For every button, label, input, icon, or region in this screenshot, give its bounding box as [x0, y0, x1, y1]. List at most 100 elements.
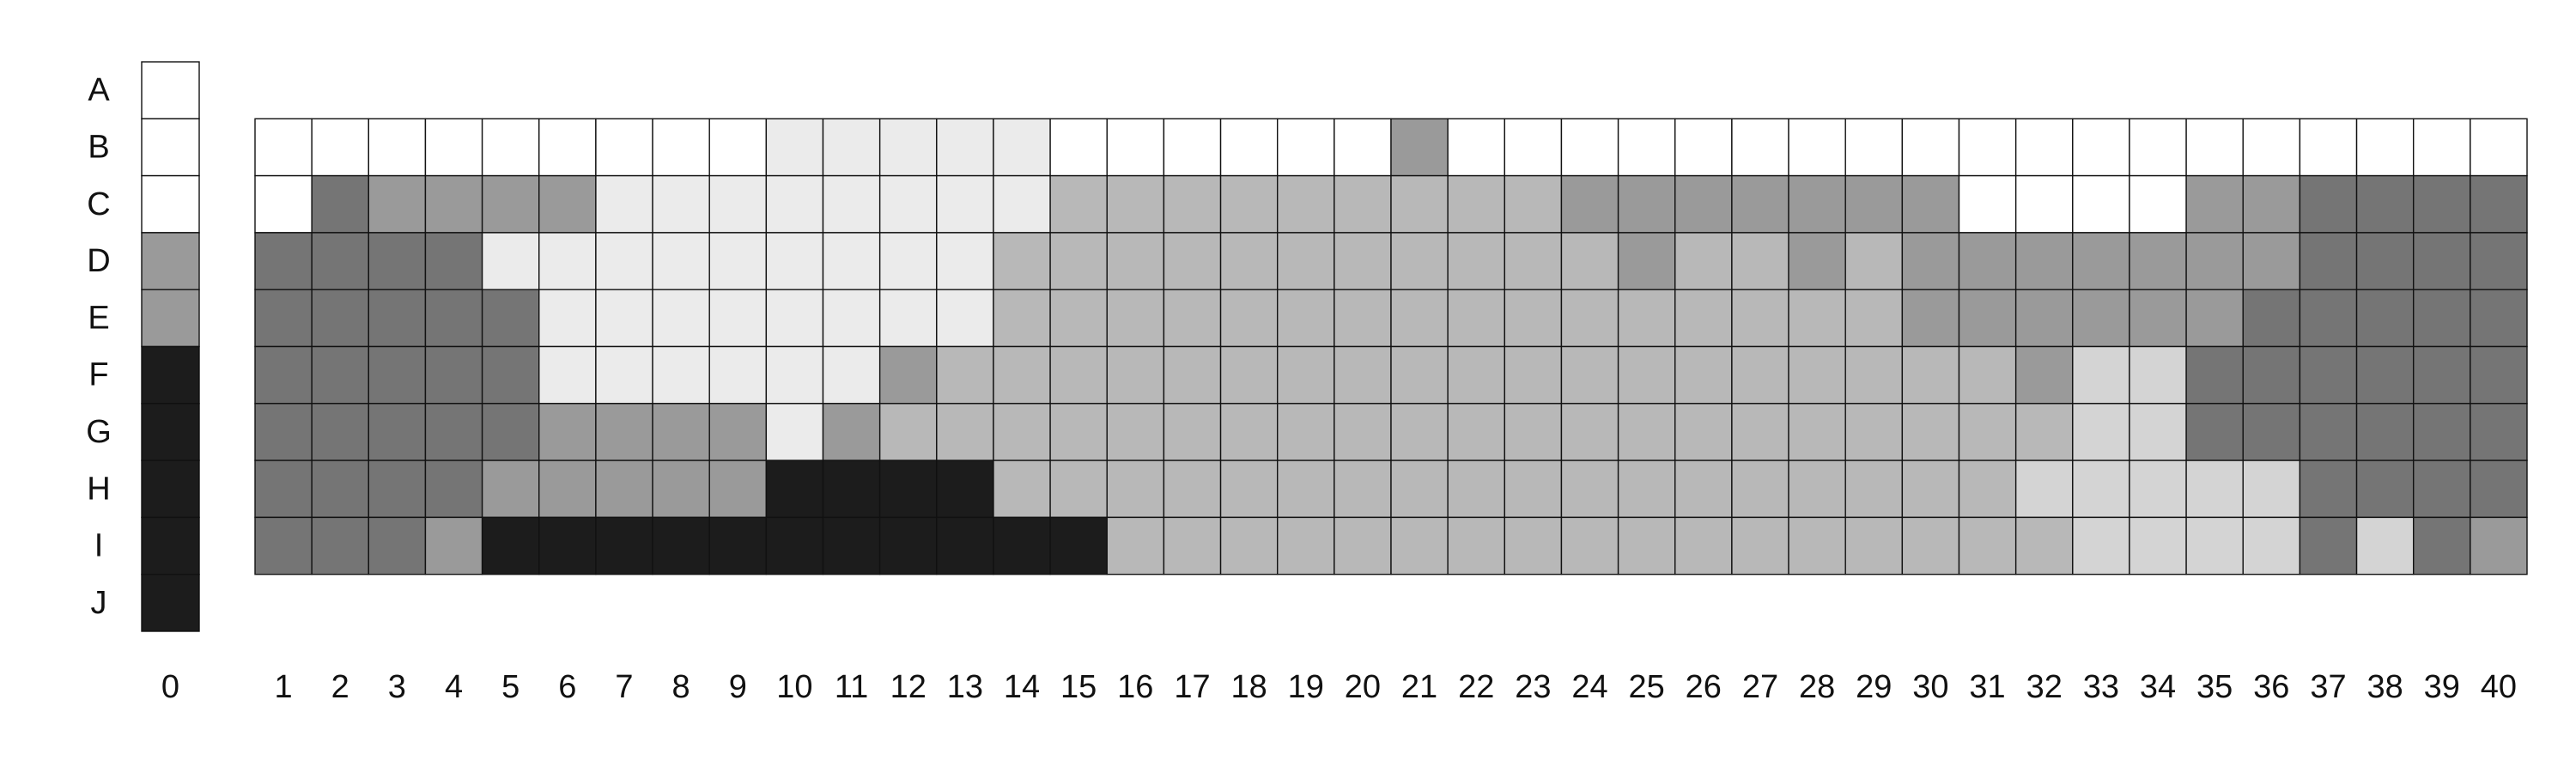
- grid-cell-h-18: [1219, 460, 1279, 519]
- scale-column: [141, 61, 200, 632]
- grid-cell-c-6: [538, 174, 597, 234]
- grid-cell-e-10: [765, 289, 824, 348]
- grid-cell-h-17: [1163, 460, 1222, 519]
- grid-cell-f-27: [1731, 345, 1789, 405]
- grid-cell-c-4: [424, 174, 483, 234]
- grid-cell-i-23: [1504, 516, 1563, 575]
- grid-cell-d-6: [538, 232, 597, 290]
- grid-cell-d-8: [652, 232, 710, 290]
- grid-cell-i-4: [424, 516, 483, 575]
- grid-cell-h-21: [1390, 460, 1449, 519]
- grid-cell-e-29: [1844, 289, 1904, 348]
- grid-cell-d-16: [1106, 232, 1165, 290]
- grid-cell-f-17: [1163, 345, 1222, 405]
- grid-cell-d-31: [1958, 232, 2017, 290]
- grid-cell-f-32: [2014, 345, 2074, 405]
- grid-cell-b-24: [1560, 118, 1619, 177]
- grid-cell-b-6: [538, 118, 597, 177]
- grid-cell-f-6: [538, 345, 597, 405]
- grid-cell-c-2: [311, 174, 369, 234]
- grid-cell-e-40: [2470, 289, 2528, 348]
- grid-cell-b-33: [2072, 118, 2130, 177]
- grid-cell-g-23: [1504, 403, 1563, 461]
- grid-cell-g-13: [936, 403, 994, 461]
- grid-cell-d-23: [1504, 232, 1563, 290]
- grid-cell-c-25: [1617, 174, 1676, 234]
- grid-cell-c-10: [765, 174, 824, 234]
- column-label-10: 10: [776, 669, 812, 705]
- grid-cell-c-28: [1788, 174, 1846, 234]
- grid-cell-d-28: [1788, 232, 1846, 290]
- column-label-24: 24: [1571, 669, 1607, 705]
- grid-cell-e-6: [538, 289, 597, 348]
- grid-cell-b-30: [1901, 118, 1960, 177]
- grid-cell-b-26: [1674, 118, 1733, 177]
- grid-cell-e-1: [254, 289, 313, 348]
- grid-cell-d-38: [2355, 232, 2415, 290]
- grid-cell-f-40: [2470, 345, 2528, 405]
- grid-cell-e-37: [2299, 289, 2358, 348]
- grid-cell-f-7: [595, 345, 653, 405]
- grid-cell-g-40: [2470, 403, 2528, 461]
- column-label-28: 28: [1799, 669, 1835, 705]
- column-label-26: 26: [1686, 669, 1722, 705]
- grid-cell-f-19: [1276, 345, 1335, 405]
- grid-cell-c-17: [1163, 174, 1222, 234]
- grid-cell-b-29: [1844, 118, 1904, 177]
- grid-cell-e-15: [1049, 289, 1108, 348]
- grid-cell-g-36: [2242, 403, 2301, 461]
- grid-cell-g-21: [1390, 403, 1449, 461]
- grid-cell-i-38: [2355, 516, 2415, 575]
- grid-cell-i-19: [1276, 516, 1335, 575]
- grid-cell-d-4: [424, 232, 483, 290]
- grid-cell-d-14: [993, 232, 1051, 290]
- grid-cell-g-24: [1560, 403, 1619, 461]
- column-label-38: 38: [2366, 669, 2403, 705]
- grid-cell-e-33: [2072, 289, 2130, 348]
- grid-cell-h-30: [1901, 460, 1960, 519]
- grid-cell-h-11: [822, 460, 881, 519]
- column-label-23: 23: [1515, 669, 1551, 705]
- grid-cell-h-16: [1106, 460, 1165, 519]
- grid-cell-c-21: [1390, 174, 1449, 234]
- grid-cell-i-30: [1901, 516, 1960, 575]
- grid-cell-c-12: [878, 174, 938, 234]
- grid-cell-g-6: [538, 403, 597, 461]
- grid-cell-i-6: [538, 516, 597, 575]
- grid-cell-h-19: [1276, 460, 1335, 519]
- column-label-5: 5: [501, 669, 519, 705]
- grid-cell-d-27: [1731, 232, 1789, 290]
- grid-cell-c-9: [708, 174, 768, 234]
- grid-cell-e-24: [1560, 289, 1619, 348]
- grid-cell-i-2: [311, 516, 369, 575]
- grid-cell-i-37: [2299, 516, 2358, 575]
- grid-cell-g-25: [1617, 403, 1676, 461]
- grid-cell-d-1: [254, 232, 313, 290]
- grid-cell-e-36: [2242, 289, 2301, 348]
- scale-cell-g: [141, 403, 200, 461]
- scale-cell-e: [141, 289, 200, 348]
- grid-cell-h-33: [2072, 460, 2130, 519]
- grid-cell-i-8: [652, 516, 710, 575]
- grid-cell-d-20: [1334, 232, 1392, 290]
- column-label-13: 13: [947, 669, 983, 705]
- grid-cell-e-23: [1504, 289, 1563, 348]
- row-label-e: E: [88, 300, 109, 336]
- grid-cell-h-1: [254, 460, 313, 519]
- grid-cell-g-19: [1276, 403, 1335, 461]
- grid-cell-f-24: [1560, 345, 1619, 405]
- grid-cell-f-39: [2412, 345, 2471, 405]
- grid-cell-g-29: [1844, 403, 1904, 461]
- grid-cell-c-11: [822, 174, 881, 234]
- grid-cell-b-37: [2299, 118, 2358, 177]
- grid-cell-h-24: [1560, 460, 1619, 519]
- grid-cell-g-7: [595, 403, 653, 461]
- grid-cell-h-31: [1958, 460, 2017, 519]
- grid-cell-b-40: [2470, 118, 2528, 177]
- grid-cell-h-29: [1844, 460, 1904, 519]
- grid-cell-f-1: [254, 345, 313, 405]
- grid-cell-e-8: [652, 289, 710, 348]
- column-label-40: 40: [2481, 669, 2517, 705]
